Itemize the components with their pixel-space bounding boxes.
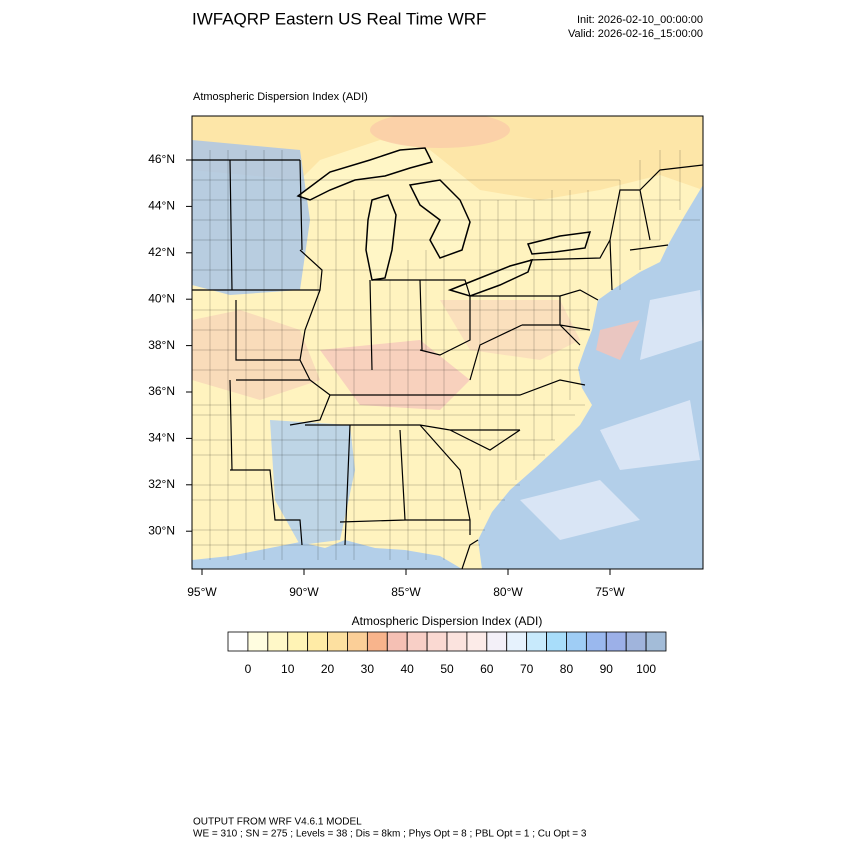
colorbar-label: 70 (520, 662, 534, 676)
footer-line: OUTPUT FROM WRF V4.6.1 MODEL (193, 817, 362, 828)
colorbar-swatch (526, 631, 547, 652)
shade (520, 290, 703, 540)
shade (370, 116, 510, 148)
lake-superior (296, 147, 434, 201)
colorbar-label: 30 (361, 662, 375, 676)
colorbar: 0 10 20 30 40 50 60 70 80 90 100 (227, 631, 667, 676)
colorbar-swatch (506, 631, 528, 652)
footer-line: WE = 310 ; SN = 275 ; Levels = 38 ; Dis … (193, 829, 587, 840)
shade (270, 420, 355, 545)
colorbar-swatch (347, 631, 368, 652)
colorbar-swatch (446, 631, 468, 652)
lake-erie (447, 258, 534, 297)
colorbar-swatch (307, 631, 328, 652)
lon-axis: 95°W 90°W 85°W 80°W 75°W (187, 569, 625, 599)
init-time: Init: 2026-02-10_00:00:00 (577, 14, 703, 26)
shade (320, 340, 470, 410)
colorbar-label: 80 (560, 662, 574, 676)
colorbar-swatch (227, 631, 249, 652)
county-lines (192, 130, 700, 560)
lat-label: 32°N (148, 477, 175, 491)
colorbar-swatch (247, 631, 269, 652)
colorbar-label: 90 (600, 662, 614, 676)
atlantic (478, 185, 703, 569)
lon-label: 95°W (187, 585, 217, 599)
colorbar-swatch (386, 631, 408, 652)
colorbar-swatch (327, 631, 348, 652)
colorbar-swatch (466, 631, 488, 652)
colorbar-title: Atmospheric Dispersion Index (ADI) (352, 614, 543, 628)
colorbar-label: 0 (245, 662, 252, 676)
colorbar-label: 50 (440, 662, 454, 676)
canada (192, 116, 703, 200)
colorbar-swatch (366, 631, 388, 652)
colorbar-swatch (267, 631, 289, 652)
colorbar-swatch (585, 631, 607, 652)
colorbar-label: 20 (321, 662, 335, 676)
lake-huron (408, 179, 471, 259)
lat-label: 34°N (148, 431, 175, 445)
lat-label: 46°N (148, 152, 175, 166)
title: IWFAQRP Eastern US Real Time WRF (192, 9, 486, 28)
colorbar-swatch (426, 631, 448, 652)
lake-ontario (526, 231, 592, 255)
colorbar-label: 60 (480, 662, 494, 676)
colorbar-swatch (406, 631, 428, 652)
plot-title: Atmospheric Dispersion Index (ADI) (193, 91, 368, 103)
lake-michigan (365, 194, 397, 281)
lon-label: 90°W (289, 585, 319, 599)
colorbar-label: 40 (401, 662, 415, 676)
colorbar-label: 10 (281, 662, 295, 676)
lon-label: 75°W (595, 585, 625, 599)
lat-label: 42°N (148, 245, 175, 259)
coastline (461, 539, 479, 569)
lat-axis: 46°N 44°N 42°N 40°N 38°N 36°N 34°N 32°N 30°N (148, 152, 192, 537)
shade (596, 320, 640, 360)
colorbar-swatch (605, 631, 627, 652)
lat-label: 44°N (148, 199, 175, 213)
lon-label: 80°W (493, 585, 523, 599)
lat-label: 38°N (148, 338, 175, 352)
lat-label: 36°N (148, 384, 175, 398)
colorbar-swatch (625, 631, 647, 652)
colorbar-swatch (645, 631, 667, 652)
map (192, 116, 703, 569)
colorbar-swatch (287, 631, 309, 652)
gulf (192, 540, 462, 569)
colorbar-swatch (546, 631, 567, 652)
colorbar-swatch (486, 631, 508, 652)
lat-label: 30°N (148, 523, 175, 537)
valid-time: Valid: 2026-02-16_15:00:00 (568, 28, 703, 40)
map-frame (191, 115, 704, 570)
lat-label: 40°N (148, 291, 175, 305)
lon-label: 85°W (391, 585, 421, 599)
shade (192, 310, 320, 400)
shade (192, 140, 310, 295)
colorbar-swatch (566, 631, 587, 652)
colorbar-label: 100 (636, 662, 656, 676)
great-lakes (296, 147, 592, 297)
